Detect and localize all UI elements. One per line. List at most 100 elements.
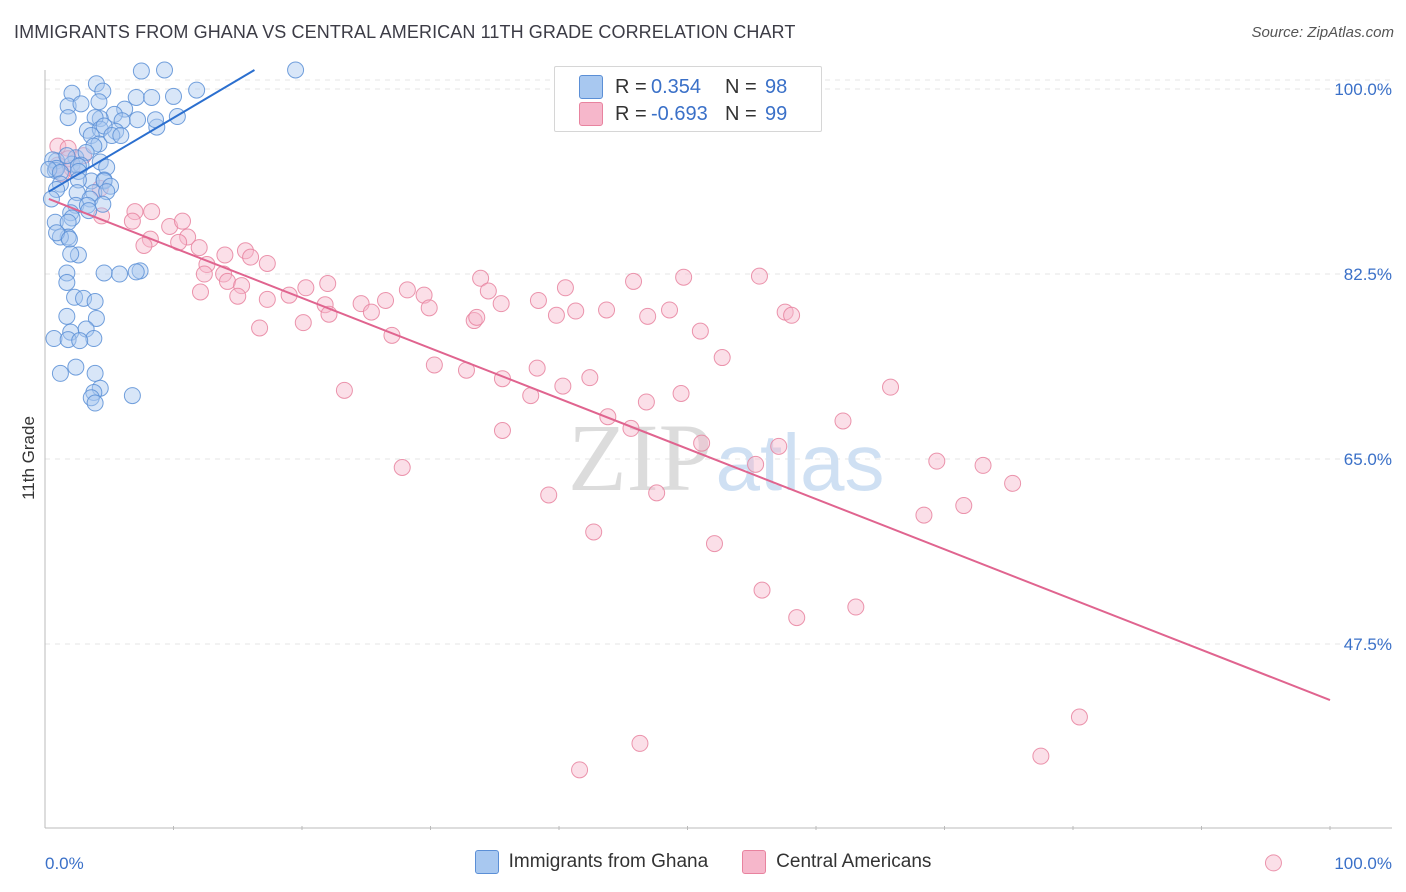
data-point (127, 88, 145, 106)
data-point (161, 217, 179, 235)
data-point (287, 61, 305, 79)
data-point (258, 290, 276, 308)
data-point (1004, 474, 1022, 492)
data-point (661, 301, 679, 319)
data-point (554, 377, 572, 395)
data-point (297, 279, 315, 297)
chart-title: IMMIGRANTS FROM GHANA VS CENTRAL AMERICA… (14, 22, 796, 42)
legend-label-central-americans: Central Americans (776, 851, 932, 872)
legend-swatch-central-americans (742, 850, 767, 874)
data-point (493, 421, 511, 439)
y-axis-label: 11th Grade (19, 416, 38, 500)
data-point (129, 111, 147, 129)
data-point (547, 306, 565, 324)
legend-item-central-americans[interactable]: Central Americans (742, 850, 931, 874)
data-point (132, 62, 150, 80)
data-point (143, 88, 161, 106)
data-point (915, 506, 933, 524)
data-point (528, 359, 546, 377)
data-point (251, 319, 269, 337)
series-legend: Immigrants from Ghana Central Americans (0, 850, 1406, 874)
data-point (94, 195, 112, 213)
data-point (713, 349, 731, 367)
data-point (98, 183, 116, 201)
data-point (1032, 747, 1050, 765)
data-point (229, 287, 247, 305)
data-point (540, 486, 558, 504)
legend-n-value: 99 (765, 102, 788, 125)
data-point (788, 609, 806, 627)
data-point (156, 61, 174, 79)
data-point (112, 127, 130, 145)
data-point (51, 164, 69, 182)
watermark-zip: ZIP (568, 404, 712, 511)
data-point (127, 263, 145, 281)
data-point (94, 82, 112, 100)
data-point (123, 387, 141, 405)
data-point (465, 312, 483, 330)
data-point (747, 455, 765, 473)
data-point (882, 378, 900, 396)
data-point (581, 369, 599, 387)
data-point (190, 239, 208, 257)
data-point (143, 203, 161, 221)
data-point (242, 248, 260, 266)
legend-swatch-central-americans (579, 102, 603, 126)
data-point (86, 293, 104, 311)
data-point (85, 330, 103, 348)
data-point (67, 358, 85, 376)
data-point (62, 245, 80, 263)
data-point (51, 364, 69, 382)
data-point (415, 286, 433, 304)
data-point (335, 381, 353, 399)
stats-legend: R = 0.354 N = 98 R = -0.693 N = 99 (554, 66, 822, 132)
data-point (672, 384, 690, 402)
data-point (44, 151, 62, 169)
data-point (567, 302, 585, 320)
data-point (195, 265, 213, 283)
data-point (974, 456, 992, 474)
data-point (233, 277, 251, 295)
y-tick-labels: 100.0% 82.5% 65.0% 47.5% (1334, 80, 1392, 654)
legend-swatch-ghana (579, 75, 603, 99)
data-point (95, 264, 113, 282)
data-point (113, 112, 131, 130)
data-point (705, 535, 723, 553)
trend-line-central-americans (48, 198, 1331, 702)
legend-row-ghana: R = 0.354 N = 98 (579, 75, 787, 99)
data-point (393, 459, 411, 477)
data-point (294, 314, 312, 332)
x-tick-label-right: 100.0% (1334, 854, 1392, 873)
legend-n-value: 98 (765, 75, 788, 98)
data-point (420, 299, 438, 317)
legend-item-ghana[interactable]: Immigrants from Ghana (474, 850, 709, 874)
data-point (556, 279, 574, 297)
data-point (1264, 854, 1282, 872)
data-point (98, 158, 116, 176)
data-point (216, 246, 234, 264)
trend-lines (48, 69, 1331, 702)
data-point (87, 309, 105, 327)
data-point (123, 212, 141, 230)
data-point (492, 295, 510, 313)
data-point (783, 306, 801, 324)
data-point (86, 394, 104, 412)
x-tick-label-left: 0.0% (45, 854, 84, 873)
data-point (58, 307, 76, 325)
x-tick-labels: 0.0% 100.0% (45, 854, 1392, 873)
data-point (126, 203, 144, 221)
data-point (58, 147, 76, 165)
legend-r-value: -0.693 (651, 102, 708, 125)
data-point (59, 109, 77, 127)
data-point (218, 272, 236, 290)
data-point (188, 81, 206, 99)
data-point (571, 761, 589, 779)
y-tick-label: 65.0% (1344, 450, 1392, 469)
data-point (631, 734, 649, 752)
legend-label-ghana: Immigrants from Ghana (508, 851, 709, 872)
data-point (468, 308, 486, 326)
watermark: ZIP atlas (568, 404, 884, 511)
data-point (179, 228, 197, 246)
data-point (691, 322, 709, 340)
source-label: Source: ZipAtlas.com (1251, 24, 1394, 41)
